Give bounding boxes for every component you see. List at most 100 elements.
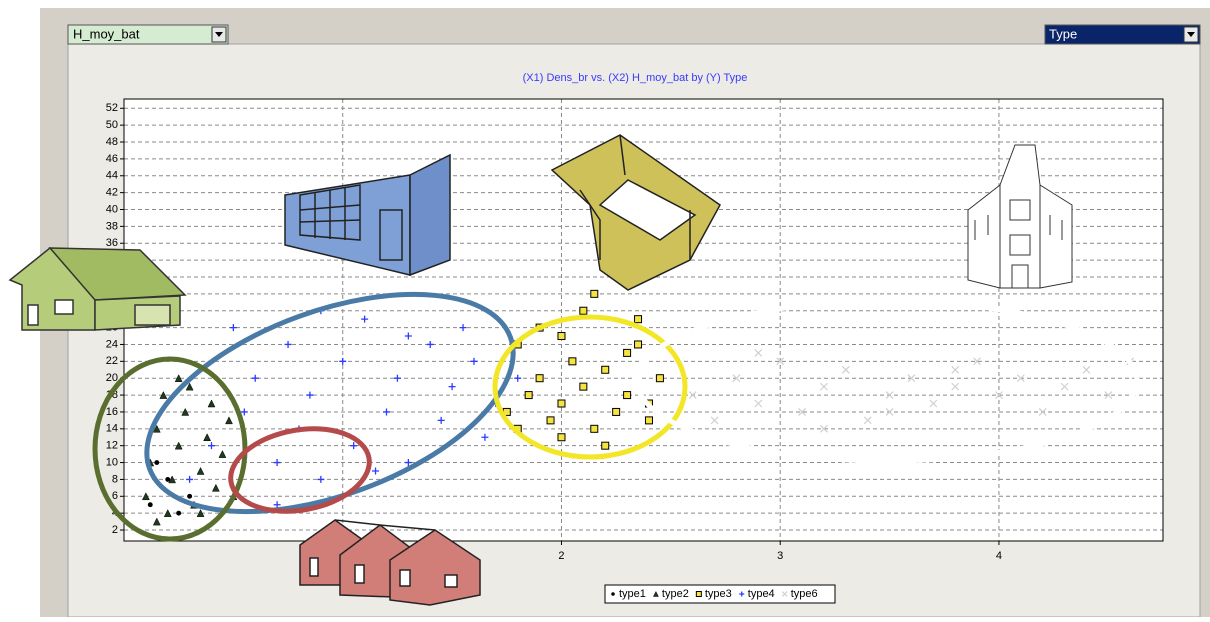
point [1082, 365, 1091, 374]
point [623, 391, 632, 400]
point [776, 357, 785, 366]
y-tick-label: 12 [106, 440, 118, 452]
point [929, 399, 938, 408]
y-tick-label: 36 [106, 237, 118, 249]
dropdown-arrow [215, 32, 223, 37]
point [350, 442, 358, 450]
green-house [8, 247, 187, 331]
point [154, 460, 160, 466]
ellipse-type1 [228, 426, 372, 514]
y-tick-label: 52 [106, 102, 118, 114]
point [754, 399, 763, 408]
point [174, 441, 183, 450]
point [273, 459, 281, 467]
point [951, 382, 960, 391]
dropdown-box [1044, 24, 1201, 45]
classic-building [967, 144, 1073, 289]
y-tick-label: 24 [106, 338, 118, 350]
point [207, 399, 216, 408]
point [1038, 408, 1047, 416]
point [273, 501, 281, 509]
point [196, 466, 205, 475]
point [535, 374, 544, 383]
point [459, 324, 467, 332]
legend-marker [653, 590, 659, 597]
point [557, 433, 566, 442]
point [165, 476, 171, 482]
point [147, 502, 153, 508]
dropdown-arrow [1187, 32, 1195, 37]
point [251, 374, 259, 382]
point [187, 493, 193, 499]
y-tick-label: 8 [112, 473, 118, 485]
legend-item: type2 [653, 588, 689, 600]
y-tick-label: 48 [106, 136, 118, 148]
y-tick-label: 42 [106, 187, 118, 199]
legend-label: type1 [619, 588, 646, 600]
y-tick-label: 38 [106, 220, 118, 232]
point [225, 416, 233, 425]
x-selector[interactable]: H_moy_bat [67, 24, 229, 45]
point [612, 407, 621, 416]
point [995, 391, 1003, 399]
point [404, 459, 412, 467]
point [885, 408, 894, 416]
y-tick-label: 14 [106, 423, 118, 435]
point [317, 475, 325, 483]
y-tick-label: 22 [106, 355, 118, 367]
point [644, 416, 653, 425]
point [820, 424, 828, 433]
dropdown-box [67, 24, 229, 45]
point [634, 315, 643, 324]
yellow-block [550, 134, 721, 291]
group-selector[interactable]: Type [1044, 24, 1201, 45]
point [710, 416, 719, 425]
y-tick-label: 10 [106, 456, 118, 468]
x-tick-label: 3 [777, 550, 783, 562]
legend-item: type4 [739, 588, 775, 600]
y-tick-label: 46 [106, 153, 118, 165]
legend-marker [739, 591, 745, 597]
point [152, 517, 161, 526]
y-tick-label: 20 [106, 372, 118, 384]
point [754, 348, 763, 357]
blue-office [284, 153, 451, 277]
point [820, 382, 828, 391]
point [590, 424, 599, 433]
legend-label: type3 [705, 588, 732, 600]
point [163, 509, 172, 517]
point [688, 391, 697, 399]
point [382, 408, 390, 416]
point [181, 407, 190, 416]
point [141, 492, 150, 501]
point [211, 483, 220, 492]
point [841, 365, 850, 374]
point [185, 382, 194, 391]
dropdown-text: Type [1049, 26, 1077, 41]
ellipse-type3 [492, 314, 688, 460]
point [579, 306, 588, 315]
point [546, 416, 555, 425]
point [557, 399, 566, 408]
legend-marker [611, 592, 615, 596]
dropdown-text: H_moy_bat [73, 26, 140, 41]
y-tick-label: 44 [106, 170, 118, 182]
ellipse-type4 [144, 291, 516, 515]
point [196, 509, 205, 517]
point [470, 357, 478, 365]
point [186, 475, 194, 483]
legend-marker [781, 591, 788, 597]
legend-item: type1 [611, 588, 646, 600]
point [207, 442, 215, 450]
chart-title: (X1) Dens_br vs. (X2) H_moy_bat by (Y) T… [523, 72, 748, 84]
legend-item: type6 [781, 588, 818, 600]
point [568, 357, 577, 366]
legend-label: type4 [748, 588, 775, 600]
point [885, 391, 894, 399]
point [1104, 391, 1113, 399]
point [176, 510, 182, 516]
point [404, 332, 412, 340]
ellipse-type6 [634, 298, 1140, 464]
